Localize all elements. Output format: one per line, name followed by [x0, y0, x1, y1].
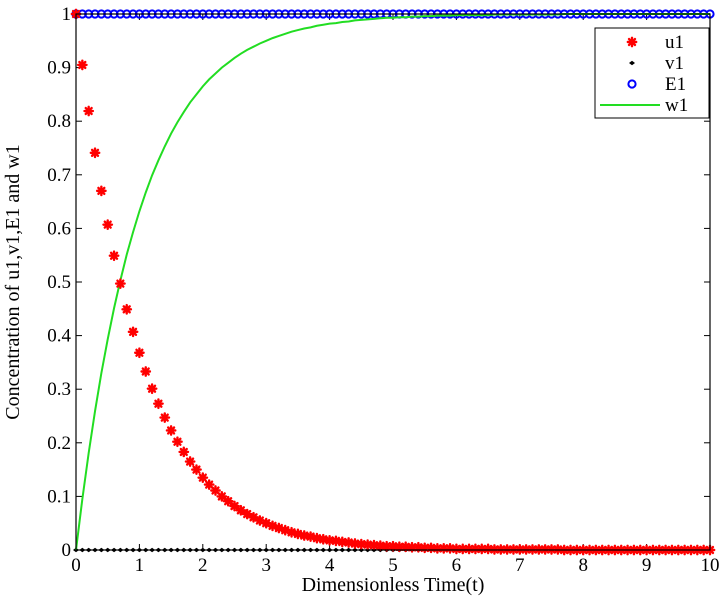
data-point-u1 — [457, 543, 469, 555]
y-tick-label: 0.5 — [47, 272, 71, 293]
data-point-u1 — [216, 491, 228, 502]
data-point-u1 — [203, 479, 215, 491]
data-point-u1 — [89, 147, 101, 159]
data-point-u1 — [286, 526, 297, 538]
data-point-u1 — [76, 59, 88, 71]
data-point-u1 — [140, 366, 152, 377]
x-tick-label: 2 — [198, 555, 208, 576]
y-tick-label: 0.2 — [47, 433, 71, 454]
data-point-u1 — [197, 472, 209, 484]
x-tick-label: 1 — [135, 555, 145, 576]
data-point-u1 — [184, 456, 196, 467]
legend-label: w1 — [665, 95, 688, 116]
data-point-u1 — [381, 540, 393, 552]
data-point-u1 — [451, 543, 462, 555]
data-point-u1 — [210, 485, 221, 496]
y-tick-label: 0.9 — [47, 58, 71, 79]
data-point-u1 — [146, 383, 158, 395]
y-tick-label: 0 — [62, 540, 72, 561]
data-point-u1 — [165, 425, 177, 436]
data-point-u1 — [121, 303, 133, 315]
x-tick-label: 6 — [452, 555, 462, 576]
legend-box — [594, 27, 710, 119]
y-axis-label: Concentration of u1,v1,E1 and w1 — [2, 144, 24, 420]
data-point-u1 — [95, 185, 107, 197]
x-tick-label: 5 — [388, 555, 398, 576]
x-tick-label: 0 — [71, 555, 81, 576]
data-point-u1 — [133, 347, 145, 359]
legend-item-u1: u1 — [626, 32, 684, 53]
y-tick-label: 0.7 — [47, 165, 71, 186]
x-axis-label: Dimensionless Time(t) — [302, 574, 485, 596]
x-tick-label: 7 — [515, 555, 525, 576]
data-point-u1 — [222, 495, 234, 507]
legend-label: E1 — [665, 74, 686, 95]
y-axis-ticks: 0 0.1 0.2 0.3 0.4 0.5 0.6 0.7 0.8 0.9 1 — [47, 4, 710, 561]
y-tick-label: 0.6 — [47, 218, 71, 239]
data-point-u1 — [178, 446, 190, 458]
legend-item-v1: v1 — [629, 53, 684, 74]
data-point-u1 — [83, 105, 95, 117]
data-point-u1 — [324, 534, 335, 546]
plot-frame — [75, 13, 711, 551]
data-point-u1 — [305, 531, 316, 542]
data-point-u1 — [387, 540, 399, 552]
data-point-u1 — [153, 398, 164, 410]
data-point-u1 — [260, 517, 272, 529]
x-tick-label: 9 — [642, 555, 652, 576]
legend-item-E1: E1 — [627, 74, 686, 95]
legend-item-w1: w1 — [600, 95, 688, 116]
legend-label: u1 — [665, 32, 684, 53]
y-tick-label: 0.1 — [47, 486, 71, 507]
data-point-u1 — [108, 250, 120, 262]
data-point-u1 — [172, 436, 183, 448]
data-point-u1 — [127, 326, 139, 338]
data-point-u1 — [292, 528, 304, 540]
x-tick-label: 4 — [325, 555, 335, 576]
legend-label: v1 — [665, 53, 684, 74]
data-point-u1 — [463, 543, 475, 555]
x-tick-label: 3 — [261, 555, 271, 576]
legend-swatch — [626, 36, 638, 48]
legend-swatch — [629, 60, 635, 66]
data-point-u1 — [368, 539, 380, 551]
data-point-u1 — [248, 511, 259, 523]
data-point-u1 — [191, 464, 202, 475]
data-point-u1 — [102, 219, 114, 231]
y-tick-label: 0.8 — [47, 111, 71, 132]
data-point-u1 — [229, 500, 240, 512]
x-tick-label: 10 — [701, 555, 720, 576]
legend-swatch — [627, 79, 637, 89]
y-tick-label: 0.3 — [47, 379, 71, 400]
y-tick-label: 0.4 — [47, 326, 71, 347]
y-tick-label: 1 — [62, 4, 72, 25]
data-point-u1 — [114, 278, 126, 290]
x-tick-label: 8 — [578, 555, 588, 576]
data-point-u1 — [159, 412, 171, 424]
